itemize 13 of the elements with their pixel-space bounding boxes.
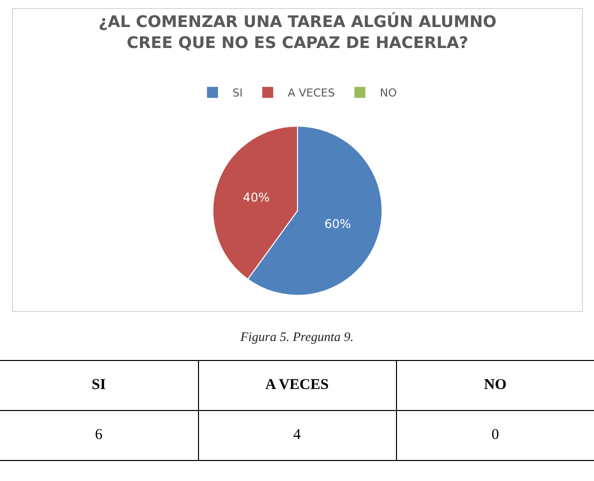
text: 4 bbox=[198, 410, 396, 460]
data-label: 40% bbox=[242, 190, 270, 204]
category-label: SI bbox=[92, 377, 106, 393]
category-label: A VECES bbox=[265, 377, 329, 393]
legend-label: SI bbox=[232, 86, 243, 100]
legend-label: A VECES bbox=[288, 86, 335, 100]
category-label: NO bbox=[484, 377, 506, 393]
text: 6 bbox=[0, 410, 198, 460]
chart-title: ¿AL COMENZAR UNA TAREA ALGÚN ALUMNO CREE QUE NO ES CAPAZ DE HACERLA? bbox=[98, 12, 497, 52]
text: Figura 5. Pregunta 9. bbox=[239, 329, 355, 345]
legend-label: NO bbox=[380, 86, 398, 100]
text: 0 bbox=[396, 410, 594, 460]
data-label: 60% bbox=[324, 216, 352, 231]
